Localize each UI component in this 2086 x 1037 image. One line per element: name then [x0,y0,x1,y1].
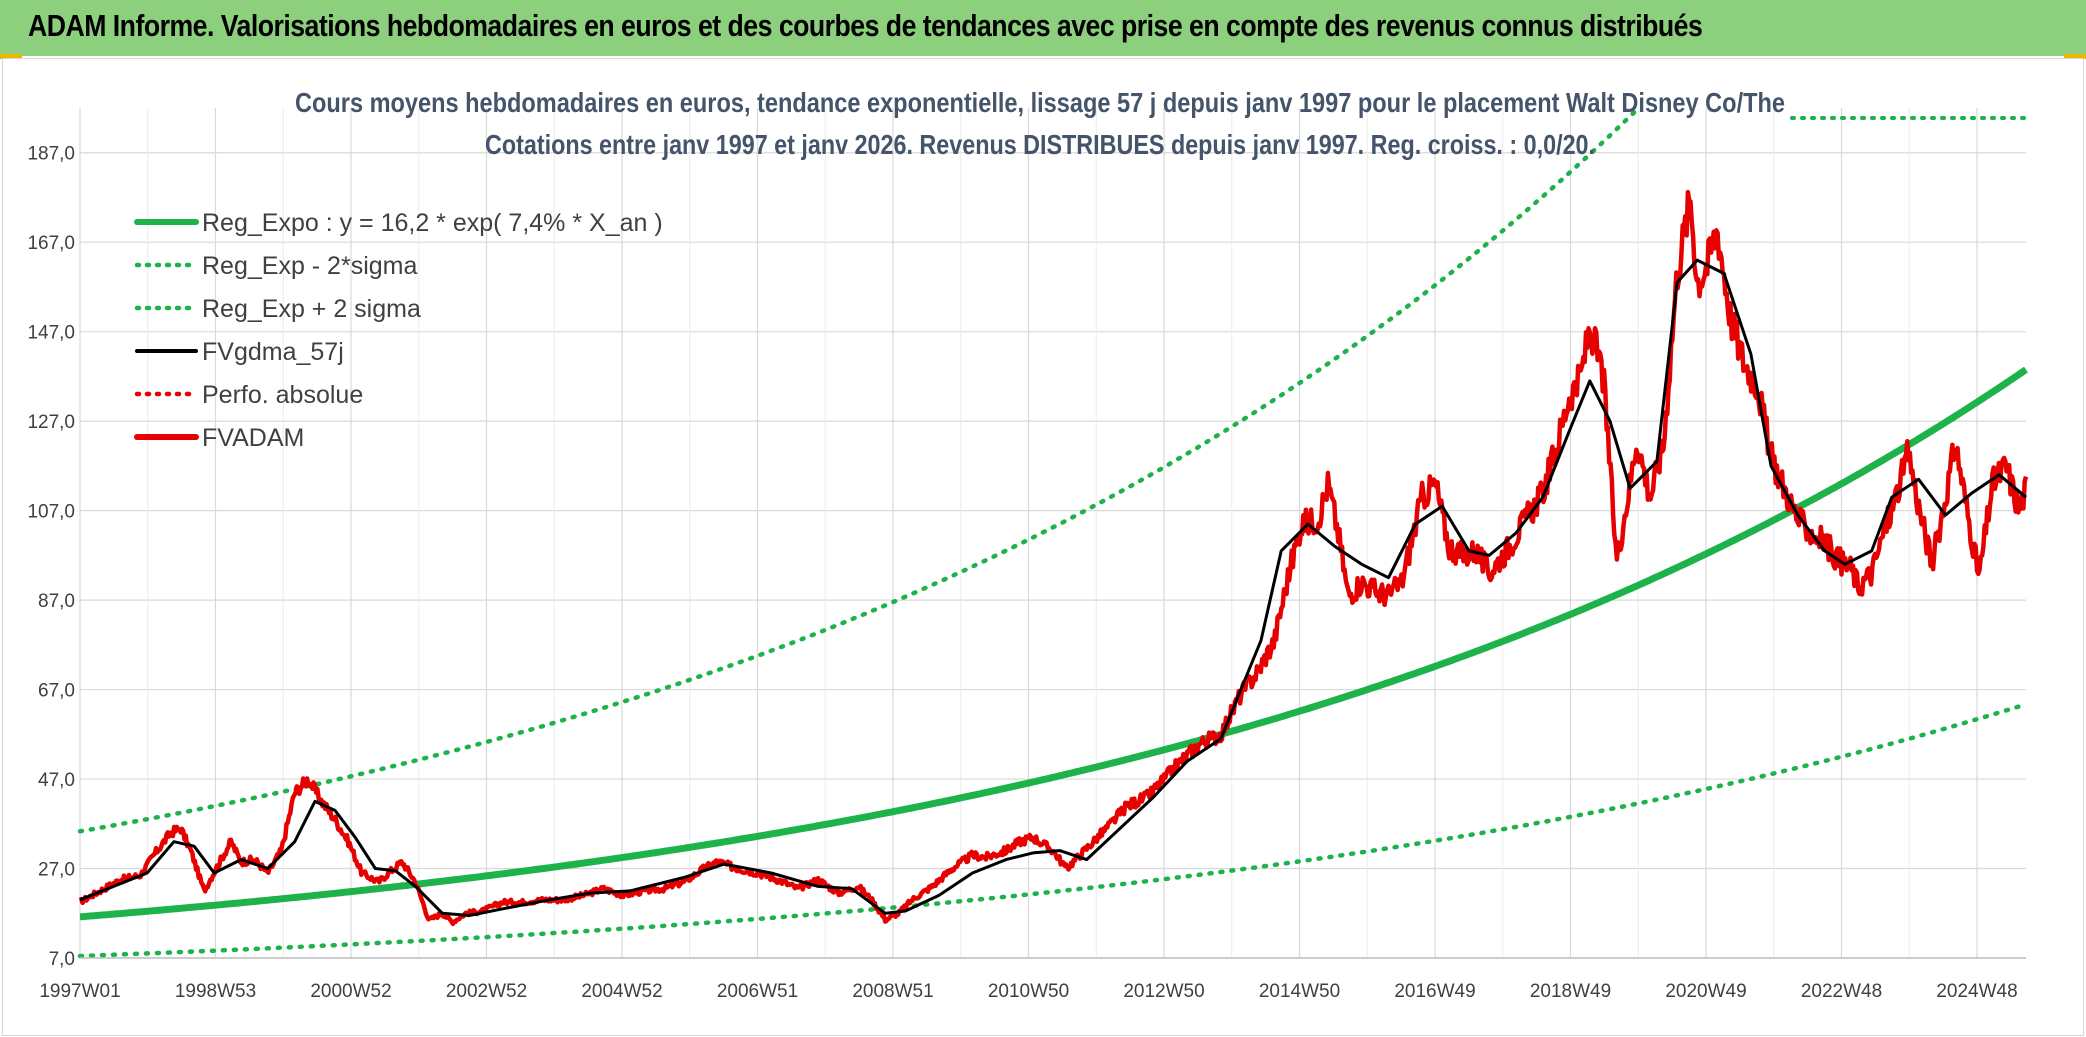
x-tick-label: 2004W52 [581,981,662,1002]
report-title: ADAM Informe. Valorisations hebdomadaire… [28,8,1703,43]
gridlines [79,108,2026,959]
x-tick-label: 2014W50 [1259,981,1340,1002]
corner-accent-right [2064,54,2086,59]
x-tick-label: 2010W50 [988,981,1069,1002]
series-reg-exp-plus-2sigma [77,107,1640,834]
series-layer [77,107,2029,959]
series-reg-expo [79,366,2028,921]
series-fvgdma-57j [79,258,2027,917]
x-tick-label: 1998W53 [175,981,256,1002]
y-tick-label: 167,0 [27,233,75,254]
legend-label: Reg_Exp + 2 sigma [202,295,421,323]
y-tick-label: 107,0 [27,502,75,523]
y-tick-label: 7,0 [49,949,75,970]
y-tick-label: 47,0 [38,770,75,791]
x-tick-label: 2018W49 [1530,981,1611,1002]
x-tick-label: 2020W49 [1665,981,1746,1002]
header-bar: ADAM Informe. Valorisations hebdomadaire… [0,0,2086,56]
chart-subtitle: Cotations entre janv 1997 et janv 2026. … [485,129,1595,160]
x-tick-label: 2002W52 [446,981,527,1002]
legend-label: Reg_Exp - 2*sigma [202,252,417,280]
x-tick-label: 2022W48 [1801,981,1882,1002]
legend-label: Reg_Expo : y = 16,2 * exp( 7,4% * X_an ) [202,209,663,237]
y-tick-label: 27,0 [38,860,75,881]
legend: Reg_Expo : y = 16,2 * exp( 7,4% * X_an )… [134,209,663,452]
chart-frame [2,58,2084,1036]
y-tick-label: 147,0 [27,323,75,344]
x-tick-label: 2006W51 [717,981,798,1002]
x-tick-label: 2008W51 [852,981,933,1002]
series-reg-exp-minus-2sigma [77,702,2029,959]
corner-accent-left [0,54,22,59]
x-tick-label: 2012W50 [1123,981,1204,1002]
x-axis-ticks: 1997W01 1998W53 2000W52 2002W52 2004W52 2006W… [39,981,2017,1002]
x-tick-label: 2016W49 [1394,981,1475,1002]
legend-label: FVgdma_57j [202,338,344,366]
x-tick-label: 1997W01 [39,981,120,1002]
y-tick-label: 187,0 [27,144,75,165]
y-tick-label: 127,0 [27,412,75,433]
chart-title: Cours moyens hebdomadaires en euros, ten… [295,87,1785,118]
legend-label: Perfo. absolue [202,381,363,409]
legend-label: FVADAM [202,424,304,452]
x-tick-label: 2000W52 [310,981,391,1002]
y-tick-label: 67,0 [38,681,75,702]
y-tick-label: 87,0 [38,591,75,612]
x-tick-label: 2024W48 [1936,981,2017,1002]
y-axis-ticks: 7,0 27,0 47,0 67,0 87,0 107,0 127,0 147,0 167,0 1… [27,144,75,970]
